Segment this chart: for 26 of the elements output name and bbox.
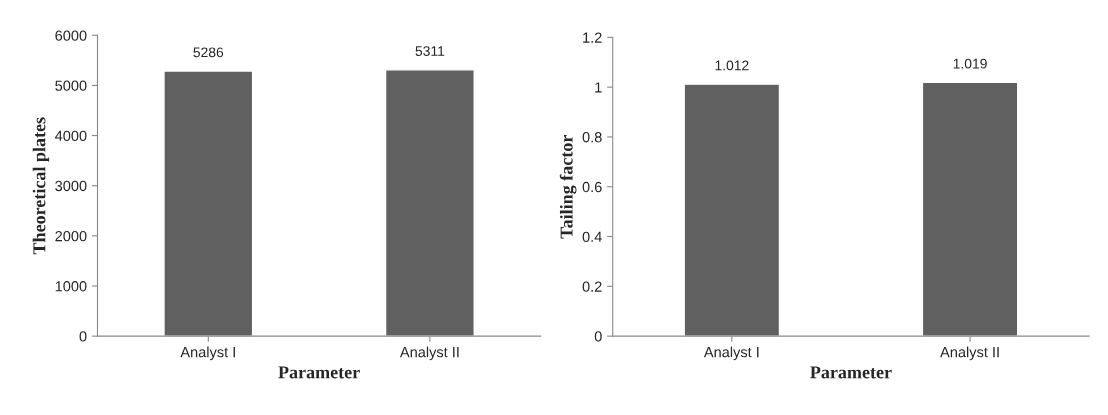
x-axis-title: Parameter — [810, 366, 892, 379]
x-tick-label: Analyst II — [399, 346, 459, 361]
y-tick-label: 1000 — [55, 281, 87, 292]
data-label: 1.019 — [953, 58, 987, 69]
y-tick-label: 0.6 — [582, 181, 602, 193]
data-label: 1.012 — [715, 60, 749, 71]
y-tick-label: 1 — [595, 82, 602, 93]
y-tick-label: 6000 — [55, 30, 87, 41]
y-tick-label: 0.4 — [582, 231, 602, 242]
data-label: 5311 — [415, 46, 445, 56]
y-tick-label: 0.2 — [582, 281, 602, 292]
x-tick-label: Analyst I — [180, 346, 235, 361]
y-tick-label: 1.2 — [583, 32, 602, 43]
y-tick-label: 3000 — [55, 180, 87, 192]
y-axis-title: Theoretical plates — [32, 117, 50, 255]
y-tick-label: 2000 — [55, 230, 87, 242]
y-tick-label: 0.8 — [582, 132, 602, 143]
x-tick-label: Analyst II — [940, 346, 999, 361]
y-tick-label: 4000 — [54, 130, 87, 141]
x-tick-label: Analyst I — [703, 346, 759, 361]
x-axis-title: Parameter — [278, 366, 360, 379]
y-axis-title: Tailing factor — [559, 135, 577, 239]
y-tick-label: 0 — [79, 331, 87, 342]
data-label: 5286 — [193, 47, 224, 58]
y-tick-label: 0 — [594, 331, 602, 342]
y-tick-label: 5000 — [55, 80, 87, 91]
